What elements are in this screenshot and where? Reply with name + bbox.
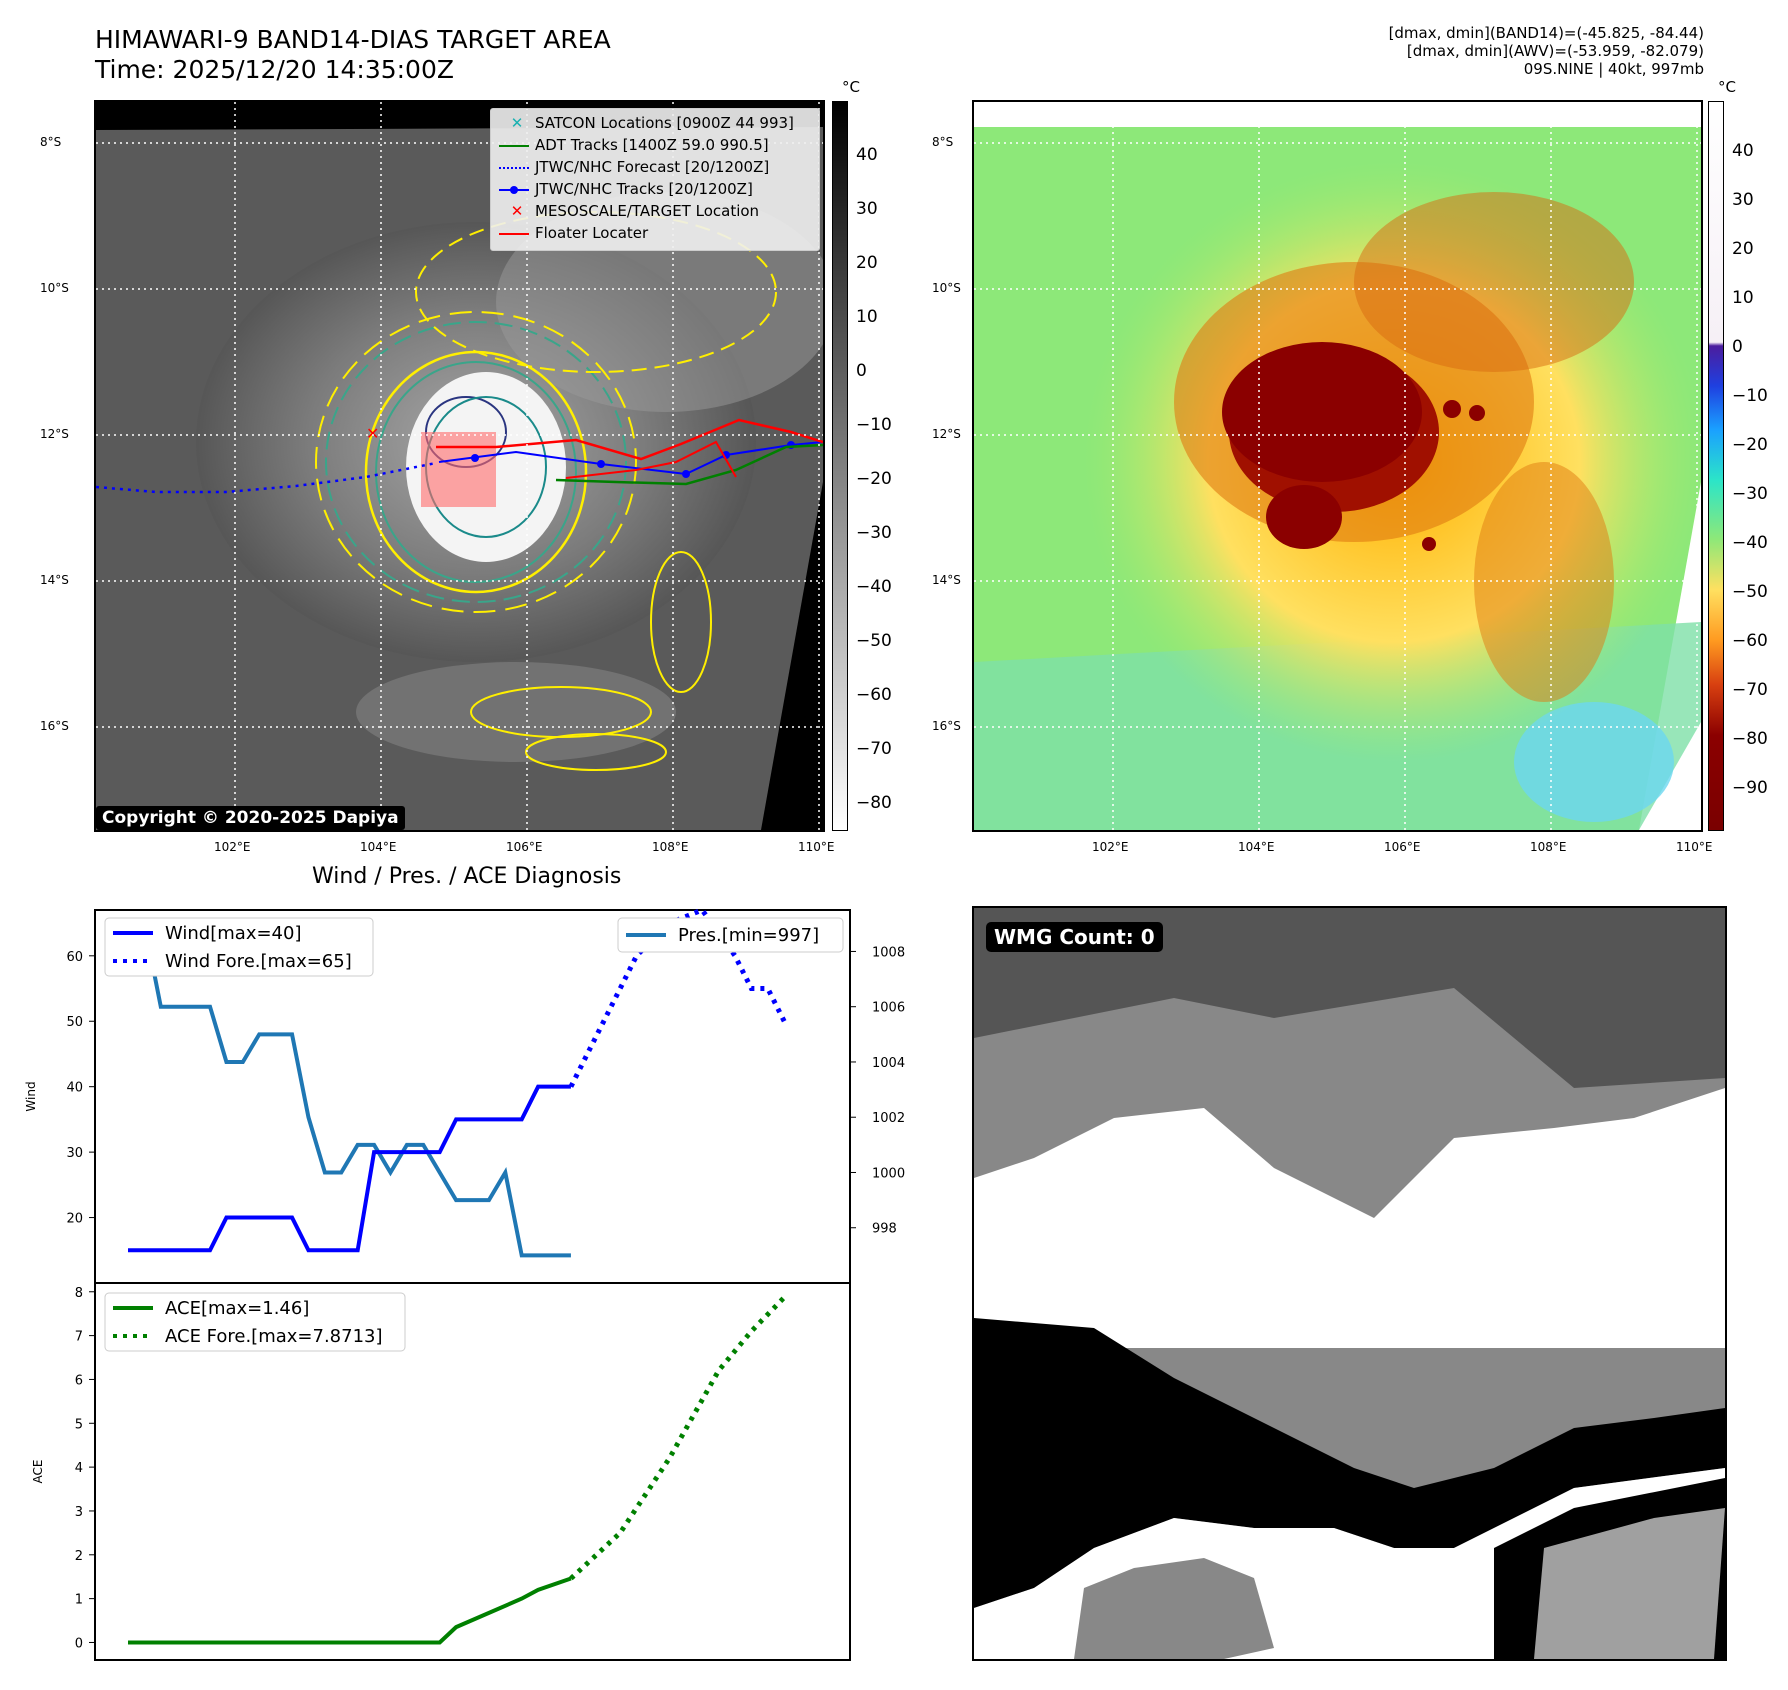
ace-legend-label: ACE[max=1.46] bbox=[165, 1298, 309, 1319]
lon-label: 106°E bbox=[1384, 840, 1421, 854]
lat-label: 10°S bbox=[40, 281, 69, 295]
legend-item: ✕ SATCON Locations [0900Z 44 993] bbox=[499, 114, 794, 132]
wmg-count-badge: WMG Count: 0 bbox=[986, 922, 1163, 952]
x-marker-icon: ✕ bbox=[510, 202, 524, 220]
wind-tick-label: 20 bbox=[66, 1212, 83, 1227]
awv-map bbox=[974, 102, 1701, 830]
ace-tick-label: 0 bbox=[75, 1636, 83, 1651]
lon-label: 104°E bbox=[360, 840, 397, 854]
ace-panel-frame bbox=[94, 1282, 851, 1661]
svg-text:✕: ✕ bbox=[366, 424, 379, 443]
pressure-tick-label: 1000 bbox=[872, 1166, 905, 1181]
info-line-2: [dmax, dmin](AWV)=(-53.959, -82.079) bbox=[1406, 42, 1704, 60]
ace-legend bbox=[104, 1292, 406, 1352]
ace-tick-label: 7 bbox=[75, 1330, 83, 1345]
line-icon bbox=[499, 232, 529, 235]
ace-tick-label: 6 bbox=[75, 1373, 83, 1388]
lon-label: 102°E bbox=[1092, 840, 1129, 854]
ace-forecast-series bbox=[569, 1295, 786, 1581]
wind-fore-legend-label: Wind Fore.[max=65] bbox=[165, 951, 352, 972]
wind-legend bbox=[104, 917, 374, 977]
lat-label: 14°S bbox=[932, 573, 961, 587]
pressure-tick-label: 1004 bbox=[872, 1056, 905, 1071]
legend-item: JTWC/NHC Tracks [20/1200Z] bbox=[499, 180, 753, 198]
lat-label: 16°S bbox=[40, 719, 69, 733]
wind-series bbox=[128, 1084, 571, 1253]
ace-tick-label: 4 bbox=[75, 1461, 83, 1476]
wind-tick-label: 30 bbox=[66, 1146, 83, 1161]
ace-tick-label: 5 bbox=[75, 1417, 83, 1432]
colorbar-left bbox=[832, 101, 848, 831]
lat-label: 8°S bbox=[932, 135, 954, 149]
pressure-legend-label: Pres.[min=997] bbox=[678, 925, 819, 946]
wmg-panel: WMG Count: 0 bbox=[972, 906, 1727, 1661]
lon-label: 104°E bbox=[1238, 840, 1275, 854]
lat-label: 12°S bbox=[40, 427, 69, 441]
ir-map-panel: ✕ ✕ SATCON Locations [0900Z 44 993] ADT T… bbox=[94, 100, 825, 832]
lon-label: 110°E bbox=[1676, 840, 1713, 854]
diagnosis-title: Wind / Pres. / ACE Diagnosis bbox=[312, 864, 622, 889]
x-marker-icon: ✕ bbox=[510, 114, 524, 132]
copyright-badge: Copyright © 2020-2025 Dapiya bbox=[96, 806, 405, 830]
colorbar-right-unit: °C bbox=[1718, 78, 1736, 96]
diagnosis-chart: 203040506099810001002100410061008WindPre… bbox=[24, 906, 905, 1661]
ace-tick-label: 2 bbox=[75, 1549, 83, 1564]
legend-item: JTWC/NHC Forecast [20/1200Z] bbox=[499, 158, 769, 176]
wind-forecast-series bbox=[568, 906, 787, 1088]
colorbar-left-unit: °C bbox=[842, 78, 860, 96]
pressure-tick-label: 1006 bbox=[872, 1001, 905, 1016]
ace-axis-label: ACE bbox=[31, 1460, 45, 1484]
wind-tick-label: 60 bbox=[66, 950, 83, 965]
lat-label: 14°S bbox=[40, 573, 69, 587]
pressure-series bbox=[128, 921, 571, 1258]
lat-label: 16°S bbox=[932, 719, 961, 733]
lat-label: 8°S bbox=[40, 135, 62, 149]
pressure-legend bbox=[617, 917, 844, 953]
ace-tick-label: 1 bbox=[75, 1593, 83, 1608]
wind-legend-label: Wind[max=40] bbox=[165, 923, 302, 944]
lon-label: 110°E bbox=[798, 840, 835, 854]
page-title: HIMAWARI-9 BAND14-DIAS TARGET AREA Time:… bbox=[95, 25, 611, 85]
lat-label: 10°S bbox=[932, 281, 961, 295]
line-dot-icon bbox=[499, 185, 529, 194]
wmg-map bbox=[974, 908, 1725, 1659]
info-block: [dmax, dmin](BAND14)=(-45.825, -84.44) [… bbox=[1389, 24, 1704, 78]
legend-item: Floater Locater bbox=[499, 224, 648, 242]
ace-tick-label: 8 bbox=[75, 1286, 83, 1301]
lat-label: 12°S bbox=[932, 427, 961, 441]
lon-label: 108°E bbox=[1530, 840, 1567, 854]
ace-fore-legend-label: ACE Fore.[max=7.8713] bbox=[165, 1326, 383, 1347]
legend-item: ✕ MESOSCALE/TARGET Location bbox=[499, 202, 759, 220]
wind-tick-label: 50 bbox=[66, 1015, 83, 1030]
info-line-3: 09S.NINE | 40kt, 997mb bbox=[1523, 60, 1704, 78]
dotted-line-icon bbox=[499, 166, 529, 169]
ace-tick-label: 3 bbox=[75, 1505, 83, 1520]
lon-label: 102°E bbox=[214, 840, 251, 854]
info-line-1: [dmax, dmin](BAND14)=(-45.825, -84.44) bbox=[1388, 24, 1704, 42]
wind-axis-label: Wind bbox=[24, 1081, 38, 1111]
title-line-2: Time: 2025/12/20 14:35:00Z bbox=[95, 55, 454, 84]
pressure-tick-label: 1002 bbox=[872, 1111, 905, 1126]
map-legend: ✕ SATCON Locations [0900Z 44 993] ADT Tra… bbox=[490, 108, 820, 251]
lon-label: 108°E bbox=[652, 840, 689, 854]
ace-series bbox=[128, 1576, 572, 1645]
awv-map-panel bbox=[972, 100, 1703, 832]
title-line-1: HIMAWARI-9 BAND14-DIAS TARGET AREA bbox=[95, 25, 611, 54]
lon-label: 106°E bbox=[506, 840, 543, 854]
wind-tick-label: 40 bbox=[66, 1081, 83, 1096]
pressure-tick-label: 1008 bbox=[872, 945, 905, 960]
pressure-tick-label: 998 bbox=[872, 1222, 897, 1237]
line-icon bbox=[499, 144, 529, 147]
colorbar-right bbox=[1708, 101, 1724, 831]
legend-item: ADT Tracks [1400Z 59.0 990.5] bbox=[499, 136, 769, 154]
